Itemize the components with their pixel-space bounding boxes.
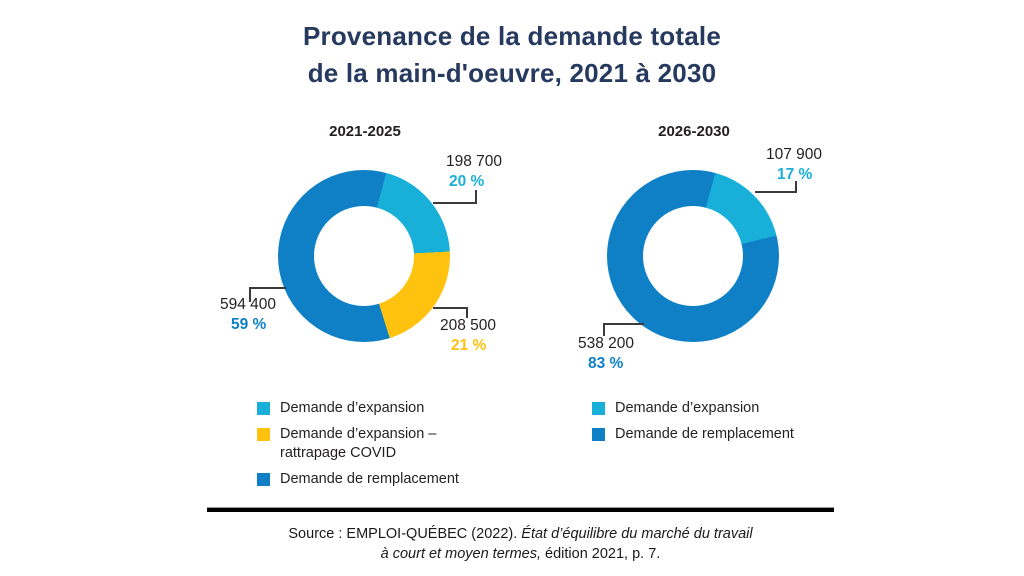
legend-item-expansion-rattrapage: Demande d’expansion – rattrapage COVID — [257, 425, 459, 463]
page-title: Provenance de la demande totale de la ma… — [0, 18, 1024, 92]
leader-line-expansion-2021 — [433, 190, 477, 204]
legend-label: Demande d’expansion – rattrapage COVID — [280, 426, 437, 461]
donut-chart-2021-2025 — [278, 170, 450, 342]
page-title-line2: de la main-d'oeuvre, 2021 à 2030 — [307, 58, 717, 88]
legend-item-remplacement: Demande de remplacement — [257, 470, 459, 489]
value-label-expansion-2021: 198 700 — [446, 153, 503, 170]
source-line1: Source : EMPLOI-QUÉBEC (2022). État d’éq… — [207, 524, 834, 544]
legend-swatch-blue-icon — [592, 428, 605, 441]
legend-swatch-yellow-icon — [257, 428, 270, 441]
leader-line-rattrapage-2021 — [433, 307, 468, 318]
source-line1-italic: État d’équilibre du marché du travail — [521, 526, 753, 542]
legend-item-expansion: Demande d’expansion — [592, 399, 794, 418]
legend-label: Demande d’expansion — [615, 400, 760, 416]
legend-2026-2030: Demande d’expansion Demande de remplacem… — [592, 399, 794, 451]
value-label-remplacement-2026: 538 200 — [578, 335, 635, 352]
legend-swatch-cyan-icon — [257, 402, 270, 415]
donut-chart-2026-2030 — [607, 170, 779, 342]
chart-title-2026-2030: 2026-2030 — [658, 123, 730, 140]
pct-label-rattrapage-2021: 21 % — [451, 337, 487, 354]
legend-label: Demande d’expansion — [280, 400, 425, 416]
divider-rule — [207, 507, 834, 512]
source-line1-regular: Source : EMPLOI-QUÉBEC (2022). — [288, 526, 522, 542]
legend-label: Demande de remplacement — [615, 426, 794, 442]
legend-swatch-cyan-icon — [592, 402, 605, 415]
pct-label-remplacement-2021: 59 % — [231, 316, 267, 333]
page-title-line1: Provenance de la demande totale — [302, 21, 721, 51]
value-label-rattrapage-2021: 208 500 — [440, 317, 497, 334]
source-citation: Source : EMPLOI-QUÉBEC (2022). État d’éq… — [207, 524, 834, 564]
source-line2-regular: édition 2021, p. 7. — [541, 546, 661, 562]
legend-swatch-blue-icon — [257, 473, 270, 486]
pct-label-expansion-2021: 20 % — [449, 173, 485, 190]
legend-2021-2025: Demande d’expansion Demande d’expansion … — [257, 399, 459, 496]
source-line2: à court et moyen termes, édition 2021, p… — [207, 544, 834, 564]
legend-item-expansion: Demande d’expansion — [257, 399, 459, 418]
leader-line-expansion-2026 — [755, 181, 797, 193]
chart-title-2021-2025: 2021-2025 — [329, 123, 401, 140]
pct-label-expansion-2026: 17 % — [777, 166, 813, 183]
pct-label-remplacement-2026: 83 % — [588, 355, 624, 372]
leader-line-remplacement-2026 — [603, 323, 644, 336]
value-label-expansion-2026: 107 900 — [766, 146, 823, 163]
legend-label: Demande de remplacement — [280, 471, 459, 487]
value-label-remplacement-2021: 594 400 — [220, 296, 277, 313]
legend-item-remplacement: Demande de remplacement — [592, 425, 794, 444]
leader-line-remplacement-2021 — [249, 287, 286, 302]
source-line2-italic: à court et moyen termes, — [380, 546, 542, 562]
